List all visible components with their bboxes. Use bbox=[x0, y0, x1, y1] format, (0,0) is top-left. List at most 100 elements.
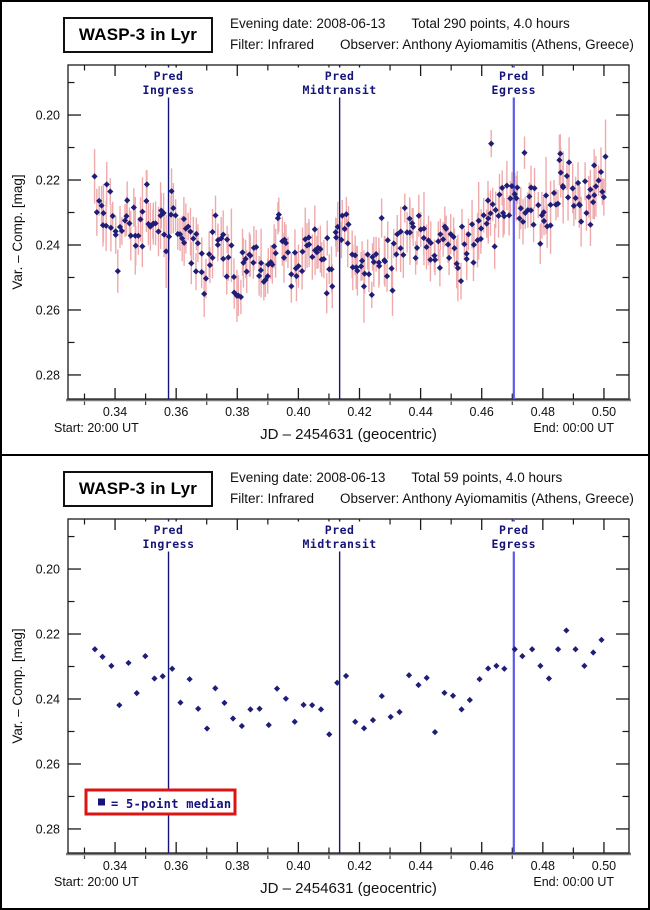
data-point-diamond bbox=[427, 239, 434, 247]
data-point-diamond bbox=[503, 182, 511, 189]
data-point-diamond bbox=[487, 210, 494, 217]
data-point-diamond bbox=[519, 218, 527, 225]
data-point-diamond bbox=[118, 227, 125, 235]
data-point-diamond bbox=[364, 251, 371, 258]
data-point-diamond bbox=[535, 202, 542, 209]
x-tick-label: 0.34 bbox=[103, 405, 127, 419]
data-point-diamond bbox=[397, 245, 404, 252]
data-point-diamond bbox=[127, 232, 134, 239]
data-point-diamond bbox=[212, 685, 219, 692]
end-time-label: End: 00:00 UT bbox=[533, 875, 614, 889]
x-tick-label: 0.42 bbox=[347, 859, 371, 873]
pred-label-line1: Pred bbox=[499, 69, 529, 83]
data-point-diamond bbox=[220, 255, 227, 262]
data-point-diamond bbox=[320, 255, 327, 263]
x-tick-label: 0.38 bbox=[225, 859, 249, 873]
data-point-diamond bbox=[555, 646, 562, 653]
data-point-diamond bbox=[387, 713, 394, 720]
data-point-diamond bbox=[484, 197, 492, 204]
data-point-diamond bbox=[309, 253, 316, 261]
x-tick-label: 0.46 bbox=[470, 405, 494, 419]
data-point-diamond bbox=[574, 179, 582, 187]
data-point-diamond bbox=[376, 262, 383, 270]
data-point-diamond bbox=[172, 212, 179, 219]
data-point-diamond bbox=[198, 250, 205, 257]
data-point-diamond bbox=[214, 241, 221, 248]
data-point-diamond bbox=[256, 705, 263, 712]
panel-header-top: WASP-3 in Lyr Evening date: 2008-06-13 T… bbox=[2, 2, 648, 62]
data-point-diamond bbox=[485, 215, 492, 222]
data-point-diamond bbox=[412, 254, 419, 262]
observation-info: Evening date: 2008-06-13 Total 59 points… bbox=[230, 467, 634, 509]
data-point-diamond bbox=[326, 731, 333, 738]
data-point-diamond bbox=[591, 162, 598, 169]
data-point-diamond bbox=[262, 276, 269, 284]
filter-label: Filter: Infrared bbox=[230, 37, 315, 52]
data-point-diamond bbox=[169, 665, 176, 672]
data-point-diamond bbox=[463, 250, 470, 257]
data-point-diamond bbox=[309, 702, 316, 709]
data-point-diamond bbox=[554, 200, 562, 207]
data-point-diamond bbox=[349, 264, 356, 271]
x-tick-label: 0.36 bbox=[164, 405, 188, 419]
data-point-diamond bbox=[343, 211, 350, 218]
data-point-diamond bbox=[563, 627, 570, 634]
data-point-diamond bbox=[193, 230, 200, 238]
data-point-diamond bbox=[168, 188, 175, 195]
data-point-diamond bbox=[495, 212, 502, 219]
data-point-diamond bbox=[420, 234, 427, 242]
data-point-diamond bbox=[537, 662, 544, 669]
data-point-diamond bbox=[453, 260, 460, 267]
data-point-diamond bbox=[474, 237, 481, 244]
data-point-diamond bbox=[124, 197, 131, 204]
data-point-diamond bbox=[576, 201, 583, 208]
y-tick-label: 0.24 bbox=[36, 238, 60, 252]
data-point-diamond bbox=[288, 271, 295, 278]
y-axis-title: Var. – Comp. [mag] bbox=[10, 174, 25, 289]
data-point-diamond bbox=[540, 217, 548, 225]
data-point-diamond bbox=[521, 149, 528, 156]
data-point-diamond bbox=[406, 229, 414, 236]
data-point-diamond bbox=[444, 241, 452, 248]
data-point-diamond bbox=[302, 236, 309, 243]
data-point-diamond bbox=[265, 721, 272, 729]
pred-label-line1: Pred bbox=[154, 523, 184, 537]
data-point-diamond bbox=[400, 251, 407, 259]
data-point-diamond bbox=[449, 692, 457, 699]
data-point-diamond bbox=[103, 181, 110, 188]
data-point-diamond bbox=[550, 189, 558, 197]
data-point-diamond bbox=[529, 646, 536, 653]
data-point-diamond bbox=[526, 193, 533, 200]
data-point-diamond bbox=[600, 194, 607, 201]
data-point-diamond bbox=[257, 267, 264, 274]
data-point-diamond bbox=[565, 159, 573, 166]
data-point-diamond bbox=[91, 173, 98, 180]
data-point-diamond bbox=[413, 244, 421, 251]
median-lightcurve-svg: 0.34 0.36 0.38 0.40 0.42 0.44 0.46 0.48 0.50 0.20… bbox=[10, 518, 631, 897]
y-tick-label: 0.26 bbox=[36, 757, 60, 771]
data-point-diamond bbox=[439, 236, 447, 243]
y-tick-label: 0.22 bbox=[36, 628, 60, 642]
data-point-diamond bbox=[328, 266, 335, 273]
data-point-diamond bbox=[564, 194, 572, 201]
data-point-diamond bbox=[176, 231, 184, 238]
data-point-diamond bbox=[181, 239, 188, 246]
data-point-diamond bbox=[492, 206, 499, 214]
data-point-diamond bbox=[537, 240, 544, 247]
data-point-diamond bbox=[345, 221, 352, 228]
start-time-label: Start: 20:00 UT bbox=[54, 421, 139, 435]
x-axis-title: JD – 2454631 (geocentric) bbox=[260, 426, 437, 443]
data-point-diamond bbox=[437, 231, 444, 238]
data-point-diamond bbox=[192, 268, 200, 275]
data-point-diamond bbox=[269, 261, 276, 268]
data-point-diamond bbox=[436, 264, 443, 271]
data-point-diamond bbox=[557, 150, 564, 157]
data-point-diamond bbox=[372, 251, 380, 258]
data-points bbox=[91, 140, 609, 301]
pred-label-bg bbox=[296, 521, 383, 552]
pred-label-line1: Pred bbox=[325, 523, 355, 537]
data-point-diamond bbox=[282, 239, 290, 247]
data-point-diamond bbox=[454, 264, 462, 272]
target-title: WASP-3 in Lyr bbox=[78, 479, 198, 498]
data-point-diamond bbox=[231, 289, 238, 296]
